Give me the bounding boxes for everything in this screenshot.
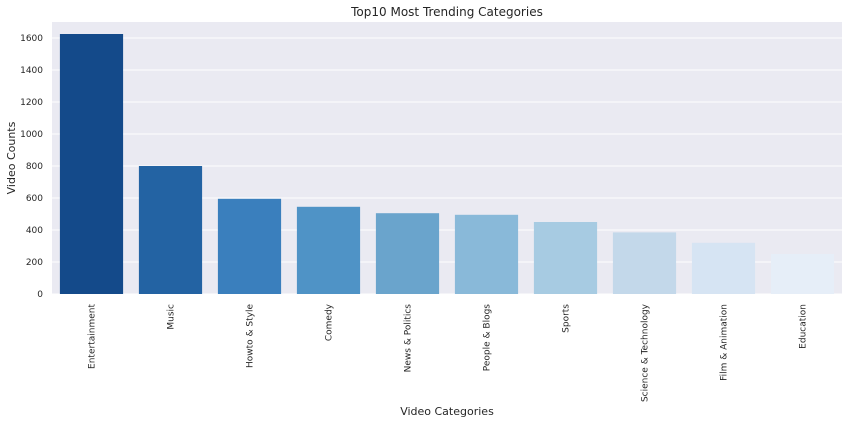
y-tick-label: 1600	[20, 34, 43, 44]
y-tick-label: 0	[37, 290, 43, 300]
bars-group	[59, 34, 835, 294]
x-axis-label: Video Categories	[400, 405, 494, 418]
chart-title: Top10 Most Trending Categories	[350, 5, 543, 19]
y-tick-label: 200	[26, 258, 43, 268]
y-axis-label: Video Counts	[5, 121, 18, 194]
bar-sports	[533, 222, 598, 294]
x-tick-label: Entertainment	[88, 304, 98, 369]
y-tick-label: 1000	[20, 130, 43, 140]
y-tick-label: 400	[26, 226, 43, 236]
x-tick-label: Science & Technology	[641, 303, 651, 402]
bar-science-technology	[612, 232, 677, 294]
bar-comedy	[296, 206, 361, 294]
bar-film-animation	[691, 242, 756, 294]
bar-news-politics	[375, 213, 440, 294]
bar-entertainment	[59, 34, 124, 294]
x-tick-label: People & Blogs	[483, 304, 493, 372]
y-tick-label: 800	[26, 162, 43, 172]
x-tick-label: News & Politics	[404, 304, 414, 373]
bar-people-blogs	[454, 214, 519, 294]
x-tick-label: Film & Animation	[720, 304, 730, 381]
bar-education	[770, 254, 835, 294]
x-tick-label: Comedy	[325, 303, 335, 341]
bar-music	[138, 166, 203, 294]
y-tick-labels: 0 200 400 600 800 1000 1200 1400 1600	[20, 34, 43, 300]
bar-howto-style	[217, 198, 282, 294]
y-tick-label: 1400	[20, 66, 43, 76]
x-tick-label: Music	[167, 304, 177, 330]
x-tick-label: Howto & Style	[246, 304, 256, 368]
y-tick-label: 600	[26, 194, 43, 204]
y-tick-label: 1200	[20, 98, 43, 108]
x-tick-labels: Entertainment Music Howto & Style Comedy New…	[88, 303, 809, 402]
x-tick-label: Education	[799, 304, 809, 349]
x-tick-label: Sports	[562, 304, 572, 333]
